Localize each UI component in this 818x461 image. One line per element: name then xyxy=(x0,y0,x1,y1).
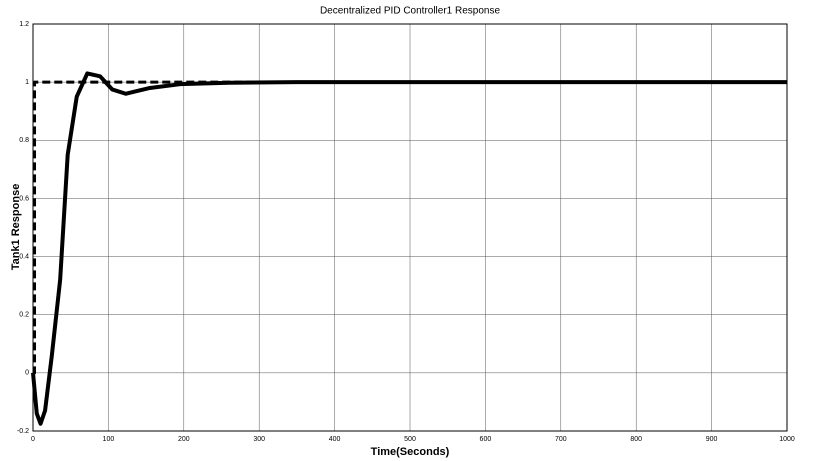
x-tick-label: 600 xyxy=(480,436,492,443)
y-axis-label: Tank1 Response xyxy=(10,184,22,271)
x-tick-label: 200 xyxy=(178,436,190,443)
y-tick-label: 0 xyxy=(25,370,29,377)
y-tick-label: 0.8 xyxy=(19,137,29,144)
x-tick-label: 400 xyxy=(329,436,341,443)
chart-title: Decentralized PID Controller1 Response xyxy=(320,6,501,17)
x-tick-label: 0 xyxy=(31,436,35,443)
x-tick-label: 700 xyxy=(555,436,567,443)
x-tick-label: 1000 xyxy=(779,436,795,443)
x-tick-label: 800 xyxy=(630,436,642,443)
y-tick-label: 0.2 xyxy=(19,312,29,319)
x-tick-label: 500 xyxy=(404,436,416,443)
y-tick-label: 0.6 xyxy=(19,195,29,202)
x-tick-label: 100 xyxy=(103,436,115,443)
y-tick-label: 1.2 xyxy=(19,21,29,28)
series-line xyxy=(33,80,787,375)
plot-frame xyxy=(32,23,788,432)
y-tick-label: 1 xyxy=(25,79,29,86)
x-tick-label: 300 xyxy=(253,436,265,443)
x-axis-label: Time(Seconds) xyxy=(371,446,450,458)
y-tick-label: 0.4 xyxy=(19,253,29,260)
series-line xyxy=(31,71,787,426)
y-tick-label: -0.2 xyxy=(17,428,29,435)
x-tick-label: 900 xyxy=(706,436,718,443)
